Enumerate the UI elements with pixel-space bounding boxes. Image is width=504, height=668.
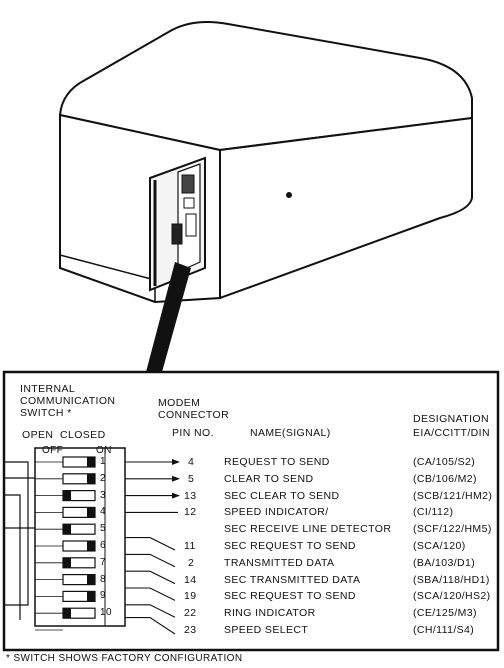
designation-header-line-1: DESIGNATION <box>413 413 489 425</box>
pin-4: 4 <box>188 456 195 468</box>
switch-header-line-3: SWITCH * <box>20 407 72 419</box>
wire-9 <box>125 604 176 618</box>
switch-4-toggle <box>87 507 95 518</box>
designation-header-line-2: EIA/CCITT/DIN <box>413 427 490 439</box>
designation-6: (BA/103/D1) <box>413 556 476 569</box>
switch-6-toggle <box>87 541 95 551</box>
switch-number-9: 9 <box>100 590 106 602</box>
designation-1: (CB/106/M2) <box>413 472 477 485</box>
communication-switch-icon <box>171 223 183 245</box>
designation-2: (SCB/121/HM2) <box>413 489 493 502</box>
switch-number-10: 10 <box>100 607 112 619</box>
wire-10 <box>125 617 176 635</box>
switch-3-toggle <box>63 490 71 501</box>
wire-8 <box>125 587 176 601</box>
switch-9-toggle <box>87 591 95 602</box>
switch-5-toggle <box>63 524 71 535</box>
wire-5 <box>125 537 176 551</box>
on-label: ON <box>96 445 112 456</box>
switch-block <box>34 447 126 627</box>
modem-header-line-3: PIN NO. <box>172 427 214 439</box>
pin-22: 22 <box>184 607 197 620</box>
switch-number-2: 2 <box>100 472 106 484</box>
arrow-0 <box>172 459 180 465</box>
switch-header-line-1: INTERNAL <box>20 383 76 395</box>
open-closed-label: OPEN CLOSED <box>22 429 106 441</box>
switch-number-1: 1 <box>100 456 106 467</box>
designation-0: (CA/105/S2) <box>413 456 476 468</box>
pin-23: 23 <box>184 624 197 636</box>
designation-5: (SCA/120) <box>413 540 466 552</box>
signal-name-9: RING INDICATOR <box>224 607 316 620</box>
designation-7: (SBA/118/HD1) <box>413 573 490 586</box>
switch-2-toggle <box>87 473 95 484</box>
arrow-1 <box>172 475 180 482</box>
signal-name-8: SEC REQUEST TO SEND <box>224 590 356 603</box>
wire-7 <box>125 570 176 585</box>
modem-header-line-2: CONNECTOR <box>158 409 230 421</box>
pin-13: 13 <box>184 489 197 502</box>
switch-7-toggle <box>63 557 71 568</box>
arrow-2 <box>172 492 180 499</box>
pin-14: 14 <box>184 573 197 586</box>
name-header: NAME(SIGNAL) <box>250 427 331 439</box>
signal-name-2: SEC CLEAR TO SEND <box>224 489 340 502</box>
designation-10: (CH/111/S4) <box>413 624 475 636</box>
detail-box <box>2 370 500 652</box>
pin-11: 11 <box>184 540 196 552</box>
switch-number-3: 3 <box>100 489 106 501</box>
switch-header-line-2: COMMUNICATION <box>20 395 116 407</box>
switch-number-4: 4 <box>100 506 106 518</box>
signal-name-4: SEC RECEIVE LINE DETECTOR <box>224 523 392 536</box>
switch-number-5: 5 <box>100 523 106 535</box>
designation-3: (CI/112) <box>413 506 454 519</box>
pin-12: 12 <box>184 506 197 519</box>
signal-name-6: TRANSMITTED DATA <box>224 556 335 569</box>
modem-header-line-1: MODEM <box>158 397 201 409</box>
switch-1-toggle <box>87 457 95 467</box>
switch-8-toggle <box>87 574 95 585</box>
cabinet-top <box>58 21 473 152</box>
pin-5: 5 <box>188 472 195 485</box>
switch-number-8: 8 <box>100 573 106 585</box>
signal-name-10: SPEED SELECT <box>224 624 309 636</box>
signal-name-1: CLEAR TO SEND <box>224 472 314 485</box>
signal-name-3: SPEED INDICATOR/ <box>224 506 329 519</box>
footnote: * SWITCH SHOWS FACTORY CONFIGURATION <box>6 653 243 664</box>
switch-10-toggle <box>63 608 71 619</box>
off-label: OFF <box>42 445 64 456</box>
switch-number-6: 6 <box>100 540 106 551</box>
signal-name-7: SEC TRANSMITTED DATA <box>224 573 361 586</box>
signal-name-5: SEC REQUEST TO SEND <box>224 540 356 552</box>
pointer-wedge <box>146 262 191 372</box>
wire-6 <box>125 553 176 568</box>
pin-19: 19 <box>184 590 197 603</box>
designation-9: (CE/125/M3) <box>413 607 477 620</box>
pin-2: 2 <box>188 556 195 569</box>
designation-8: (SCA/120/HS2) <box>413 590 491 603</box>
switch-number-7: 7 <box>100 556 106 568</box>
signal-name-0: REQUEST TO SEND <box>224 456 330 468</box>
cabinet-side <box>219 116 473 300</box>
designation-4: (SCF/122/HM5) <box>413 523 492 536</box>
